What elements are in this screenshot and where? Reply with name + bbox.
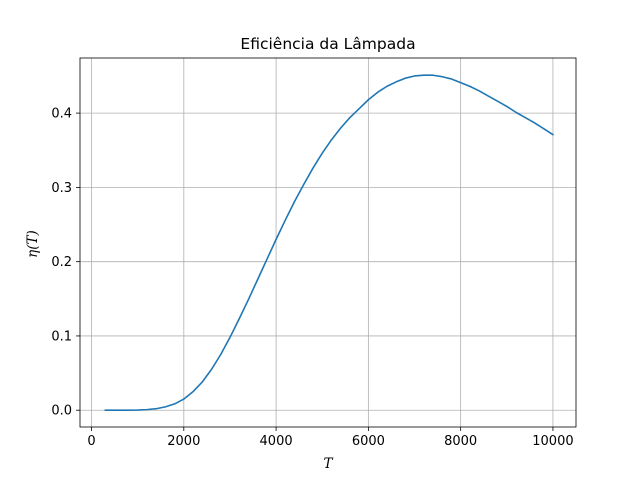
series-line — [104, 74, 555, 412]
x-tick-label: 4000 — [260, 434, 293, 449]
y-tick-label: 0.2 — [51, 255, 72, 270]
y-tick-label: 0.4 — [51, 107, 72, 122]
y-tick-label: 0.0 — [51, 404, 72, 419]
chart-title: Eficiência da Lâmpada — [240, 35, 415, 53]
x-tick-label: 0 — [87, 434, 95, 449]
plot-area: 0 2000 4000 6000 8000 10000 0.0 0.1 0.2 0.3 0.4 — [51, 57, 577, 449]
axes-frame — [79, 57, 577, 428]
x-axis-label: T — [323, 456, 333, 472]
y-axis-label: η(T) — [25, 230, 41, 258]
x-tick-label: 10000 — [532, 434, 573, 449]
x-tick-label: 8000 — [444, 434, 477, 449]
x-tick-label: 6000 — [352, 434, 385, 449]
y-tick-label: 0.1 — [51, 329, 72, 344]
y-tick-label: 0.3 — [51, 181, 72, 196]
x-tick-label: 2000 — [167, 434, 200, 449]
